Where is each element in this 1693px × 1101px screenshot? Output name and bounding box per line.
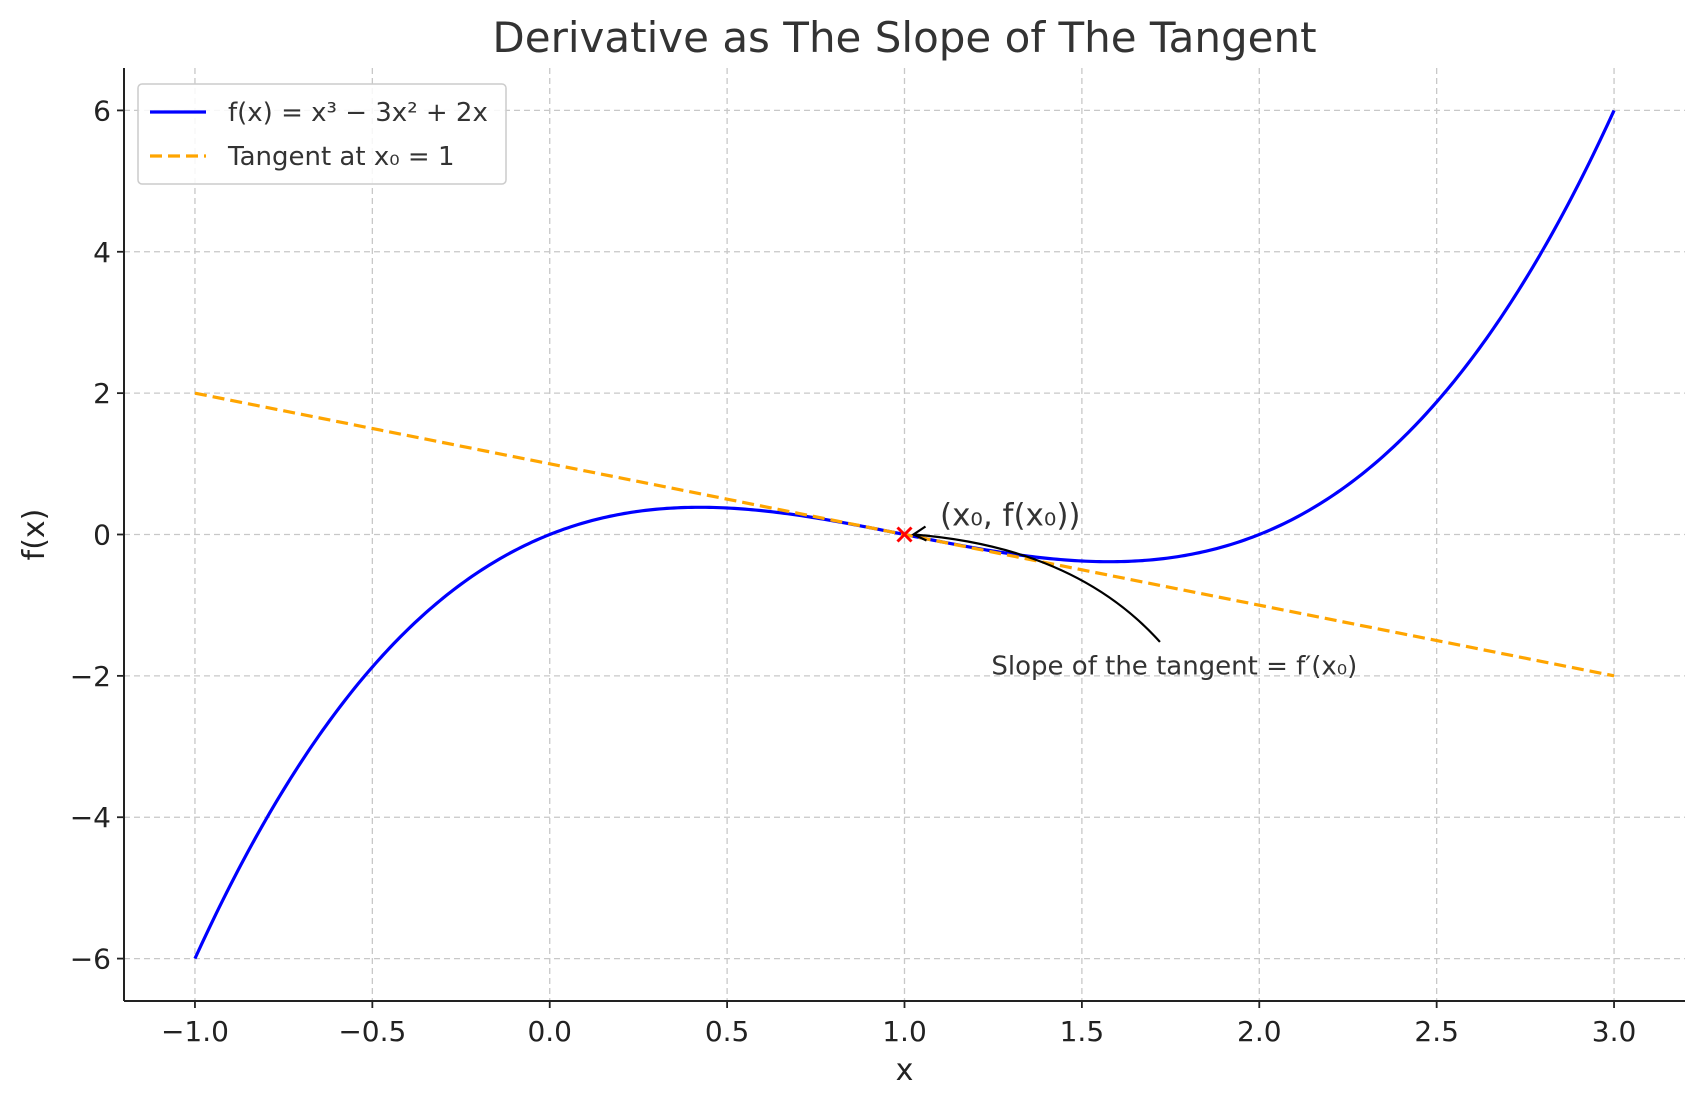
x-tick-label: 1.5 <box>1060 1015 1105 1048</box>
tangent-point-marker <box>896 526 913 543</box>
x-tick-label: 2.0 <box>1237 1015 1282 1048</box>
y-tick-label: 0 <box>93 519 111 552</box>
y-tick-label: −6 <box>70 943 111 976</box>
y-tick-label: 4 <box>93 236 111 269</box>
y-axis-label: f(x) <box>17 509 52 561</box>
axes: −1.0 −0.5 0.0 0.5 1.0 1.5 2.0 2.5 3.0 −6 −4 −2 0 2 4 6 <box>70 68 1685 1048</box>
y-tick-label: 2 <box>93 377 111 410</box>
annotations: (x₀, f(x₀)) Slope of the tangent = f′(x₀) <box>911 497 1357 681</box>
legend: f(x) = x³ − 3x² + 2x Tangent at x₀ = 1 <box>137 83 507 185</box>
y-tick-label: 6 <box>93 94 111 127</box>
x-tick-label: 0.5 <box>705 1015 750 1048</box>
legend-label: Tangent at x₀ = 1 <box>227 142 454 172</box>
x-tick-label: −1.0 <box>161 1015 229 1048</box>
x-axis-label: x <box>896 1053 914 1088</box>
x-tick-label: 2.5 <box>1414 1015 1459 1048</box>
legend-box <box>137 83 507 185</box>
point-annotation: (x₀, f(x₀)) <box>940 497 1081 533</box>
x-tick-label: 1.0 <box>882 1015 927 1048</box>
chart-title: Derivative as The Slope of The Tangent <box>492 13 1316 62</box>
legend-label: f(x) = x³ − 3x² + 2x <box>228 98 488 128</box>
y-tick-label: −2 <box>70 660 111 693</box>
annotation-arrow <box>913 533 1161 643</box>
grid <box>124 68 1685 1001</box>
y-tick-label: −4 <box>70 801 111 834</box>
x-tick-label: −0.5 <box>338 1015 406 1048</box>
marker-stroke <box>896 526 913 543</box>
x-tick-label: 3.0 <box>1592 1015 1637 1048</box>
series-layer <box>193 109 1616 960</box>
annotation-arrowhead <box>911 525 927 542</box>
x-tick-label: 0.0 <box>527 1015 572 1048</box>
slope-annotation: Slope of the tangent = f′(x₀) <box>991 651 1357 681</box>
